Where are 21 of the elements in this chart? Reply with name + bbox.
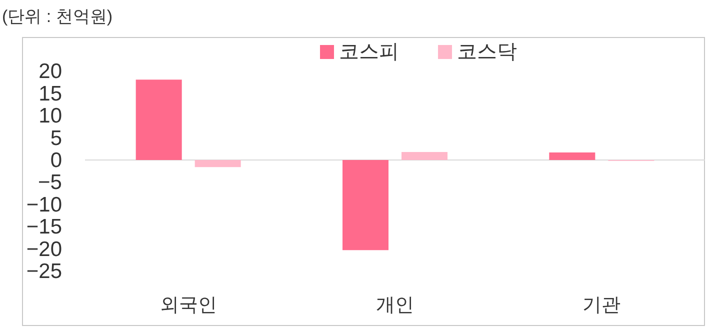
y-tick-label: −5 bbox=[38, 171, 62, 194]
x-tick-label: 개인 bbox=[376, 295, 414, 316]
bar bbox=[549, 152, 596, 160]
x-tick-label: 외국인 bbox=[160, 295, 217, 316]
y-tick-label: −15 bbox=[26, 216, 62, 239]
x-tick-label: 기관 bbox=[582, 295, 621, 316]
y-tick-label: 5 bbox=[50, 126, 62, 150]
text: (단위 : 천억원) bbox=[2, 7, 112, 26]
bar bbox=[136, 80, 182, 160]
y-tick-label: 15 bbox=[38, 82, 62, 106]
y-tick-label: −25 bbox=[26, 260, 62, 283]
bar bbox=[402, 152, 448, 160]
legend-label: 코스닥 bbox=[457, 41, 517, 63]
y-tick-label: −20 bbox=[26, 238, 62, 261]
bar bbox=[194, 160, 241, 168]
y-tick-label: −10 bbox=[26, 193, 62, 216]
legend-label: 코스피 bbox=[339, 41, 399, 63]
y-tick-label: 20 bbox=[38, 60, 62, 84]
y-tick-label: 10 bbox=[38, 104, 62, 128]
bar bbox=[342, 160, 388, 250]
y-tick-label: 0 bbox=[50, 149, 62, 172]
